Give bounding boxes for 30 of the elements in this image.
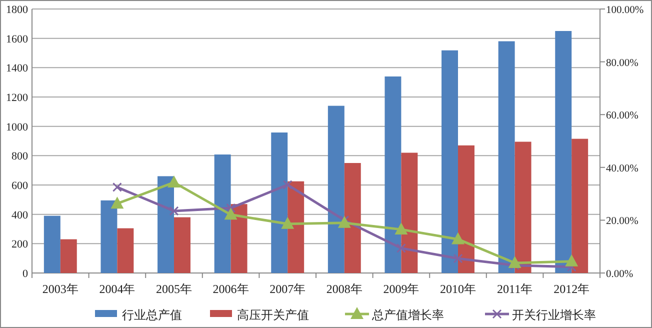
y-tick-label: 400 <box>12 209 28 222</box>
y-tick-label: 1800 <box>6 4 28 16</box>
legend-label: 高压开关产值 <box>237 308 309 322</box>
x-tick-label: 2006年 <box>212 282 249 296</box>
y2-tick-label: 80.00% <box>606 58 639 69</box>
y-tick-label: 1600 <box>6 33 28 46</box>
y-tick-label: 0 <box>22 268 28 280</box>
y-tick-label: 200 <box>12 238 28 251</box>
x-tick-label: 2009年 <box>383 282 420 296</box>
legend-label: 总产值增长率 <box>371 308 444 322</box>
y2-tick-label: 100.00% <box>606 5 644 16</box>
y-tick-label: 1400 <box>6 62 28 75</box>
y-tick-label: 1000 <box>6 121 28 134</box>
y-tick-label: 800 <box>12 150 28 163</box>
y2-tick-label: 0.00% <box>606 269 634 280</box>
x-tick-label: 2008年 <box>326 282 362 296</box>
legend-label: 行业总产值 <box>122 308 182 322</box>
y2-tick-label: 20.00% <box>606 216 639 228</box>
legend-label: 开关行业增长率 <box>512 308 596 322</box>
x-tick-label: 2007年 <box>270 282 306 296</box>
x-tick-label: 2005年 <box>156 282 192 296</box>
x-tick-label: 2004年 <box>99 282 136 296</box>
x-tick-label: 2003年 <box>42 282 78 296</box>
y-tick-label: 1200 <box>6 92 28 104</box>
y-tick-label: 600 <box>12 180 28 192</box>
y2-tick-label: 60.00% <box>606 110 639 122</box>
x-tick-label: 2012年 <box>554 282 590 296</box>
x-tick-label: 2010年 <box>440 282 476 296</box>
y2-tick-label: 40.00% <box>606 163 639 174</box>
x-tick-label: 2011年 <box>497 282 533 296</box>
